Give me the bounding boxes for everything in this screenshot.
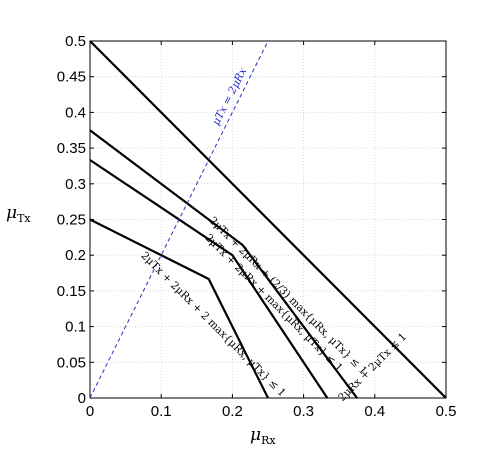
y-tick-label: 0.15: [57, 283, 86, 300]
series-line-2: [89, 129, 358, 399]
series-group: [89, 40, 447, 399]
y-tick-label: 0.4: [65, 104, 86, 121]
x-tick-label: 0.3: [293, 403, 314, 420]
annotation-3: 2μTx + 2μRx + max{μRx, μTx} ≤ 1: [202, 232, 344, 374]
y-tick-label: 0.25: [57, 212, 86, 229]
annotation-1: 2μRx + 2μTx ≤ 1: [336, 331, 409, 404]
y-axis-label: μTx: [6, 203, 31, 225]
series-line-3: [89, 159, 329, 399]
y-tick-label: 0.35: [57, 140, 86, 157]
series-line-5: [89, 40, 269, 399]
x-axis-label-sub: Rx: [261, 434, 276, 447]
y-tick-label: 0.1: [65, 319, 86, 336]
y-tick-label: 0.45: [57, 69, 86, 86]
grid: [90, 41, 446, 398]
y-axis-label-main: μ: [6, 203, 17, 223]
x-axis-label: μRx: [250, 425, 276, 447]
x-axis-label-main: μ: [250, 425, 261, 445]
series-line-4: [89, 218, 269, 399]
y-tick-label: 0: [78, 390, 86, 407]
y-axis-label-sub: Tx: [17, 212, 31, 225]
y-tick-label: 0.3: [65, 176, 86, 193]
annotation-5: μTx = 2μRx: [210, 66, 249, 127]
y-tick-label: 0.2: [65, 247, 86, 264]
x-tick-label: 0: [86, 403, 94, 420]
x-tick-label: 0.5: [436, 403, 457, 420]
x-tick-label: 0.1: [151, 403, 172, 420]
y-tick-label: 0.05: [57, 354, 86, 371]
ticks: 0 0.1 0.2 0.3 0.4 0.5 0 0.05 0.1 0.15 0.2 0.25 0.3 0.…: [57, 33, 457, 420]
x-tick-label: 0.4: [364, 403, 385, 420]
x-tick-label: 0.2: [222, 403, 243, 420]
y-tick-label: 0.5: [65, 33, 86, 50]
series-line-1: [89, 40, 447, 399]
